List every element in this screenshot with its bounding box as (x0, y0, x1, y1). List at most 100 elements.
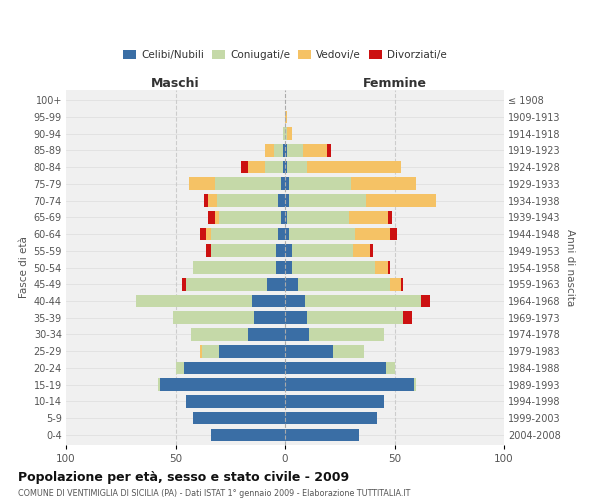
Bar (285, 328, 309, 341)
Bar (292, 244, 353, 257)
Bar (287, 128, 292, 140)
Bar (285, 244, 292, 257)
Bar (349, 211, 388, 224)
Bar (386, 362, 395, 374)
Bar (182, 278, 187, 290)
Bar (401, 278, 403, 290)
Bar (285, 160, 287, 173)
Bar (353, 244, 370, 257)
Bar (193, 261, 276, 274)
Bar (220, 345, 285, 358)
Bar (285, 362, 386, 374)
Bar (187, 395, 285, 407)
Bar (355, 228, 390, 240)
Bar (388, 211, 392, 224)
Bar (281, 211, 285, 224)
Bar (268, 278, 285, 290)
Bar (403, 312, 412, 324)
Text: Maschi: Maschi (151, 77, 200, 90)
Bar (248, 160, 265, 173)
Bar (276, 244, 285, 257)
Bar (307, 312, 403, 324)
Bar (285, 345, 333, 358)
Bar (191, 328, 248, 341)
Bar (211, 428, 285, 441)
Bar (366, 194, 436, 207)
Bar (390, 278, 401, 290)
Bar (274, 144, 283, 156)
Bar (200, 228, 206, 240)
Bar (285, 378, 414, 391)
Bar (285, 211, 287, 224)
Bar (388, 261, 390, 274)
Bar (283, 144, 285, 156)
Bar (307, 160, 401, 173)
Bar (287, 144, 302, 156)
Bar (285, 194, 289, 207)
Bar (208, 211, 215, 224)
Bar (241, 160, 248, 173)
Bar (285, 178, 289, 190)
Y-axis label: Fasce di età: Fasce di età (19, 236, 29, 298)
Bar (285, 294, 305, 308)
Bar (220, 211, 281, 224)
Bar (309, 328, 383, 341)
Legend: Celibi/Nubili, Coniugati/e, Vedovi/e, Divorziati/e: Celibi/Nubili, Coniugati/e, Vedovi/e, Di… (119, 46, 451, 64)
Bar (283, 128, 285, 140)
Bar (302, 144, 326, 156)
Bar (421, 294, 430, 308)
Bar (193, 412, 285, 424)
Y-axis label: Anni di nascita: Anni di nascita (565, 229, 575, 306)
Bar (265, 144, 274, 156)
Bar (375, 261, 388, 274)
Bar (184, 362, 285, 374)
Bar (390, 228, 397, 240)
Bar (254, 312, 285, 324)
Bar (136, 294, 252, 308)
Bar (211, 228, 278, 240)
Bar (208, 194, 217, 207)
Bar (298, 278, 390, 290)
Bar (285, 110, 287, 123)
Bar (252, 294, 285, 308)
Bar (265, 160, 283, 173)
Bar (414, 378, 416, 391)
Bar (285, 312, 307, 324)
Text: COMUNE DI VENTIMIGLIA DI SICILIA (PA) - Dati ISTAT 1° gennaio 2009 - Elaborazion: COMUNE DI VENTIMIGLIA DI SICILIA (PA) - … (18, 489, 410, 498)
Bar (289, 194, 366, 207)
Bar (206, 228, 211, 240)
Bar (285, 128, 287, 140)
Bar (202, 345, 220, 358)
Bar (173, 312, 254, 324)
Bar (211, 244, 276, 257)
Bar (217, 194, 278, 207)
Bar (160, 378, 285, 391)
Text: Popolazione per età, sesso e stato civile - 2009: Popolazione per età, sesso e stato civil… (18, 471, 349, 484)
Bar (206, 244, 211, 257)
Bar (289, 228, 355, 240)
Bar (333, 345, 364, 358)
Bar (283, 160, 285, 173)
Bar (285, 428, 359, 441)
Bar (350, 178, 416, 190)
Bar (285, 395, 383, 407)
Bar (188, 178, 215, 190)
Bar (287, 211, 349, 224)
Bar (287, 160, 307, 173)
Bar (278, 228, 285, 240)
Bar (281, 178, 285, 190)
Bar (158, 378, 160, 391)
Bar (285, 144, 287, 156)
Bar (215, 178, 281, 190)
Bar (292, 261, 375, 274)
Bar (370, 244, 373, 257)
Bar (215, 211, 220, 224)
Bar (305, 294, 421, 308)
Bar (285, 278, 298, 290)
Text: Femmine: Femmine (362, 77, 427, 90)
Bar (176, 362, 184, 374)
Bar (289, 178, 350, 190)
Bar (187, 278, 268, 290)
Bar (248, 328, 285, 341)
Bar (285, 261, 292, 274)
